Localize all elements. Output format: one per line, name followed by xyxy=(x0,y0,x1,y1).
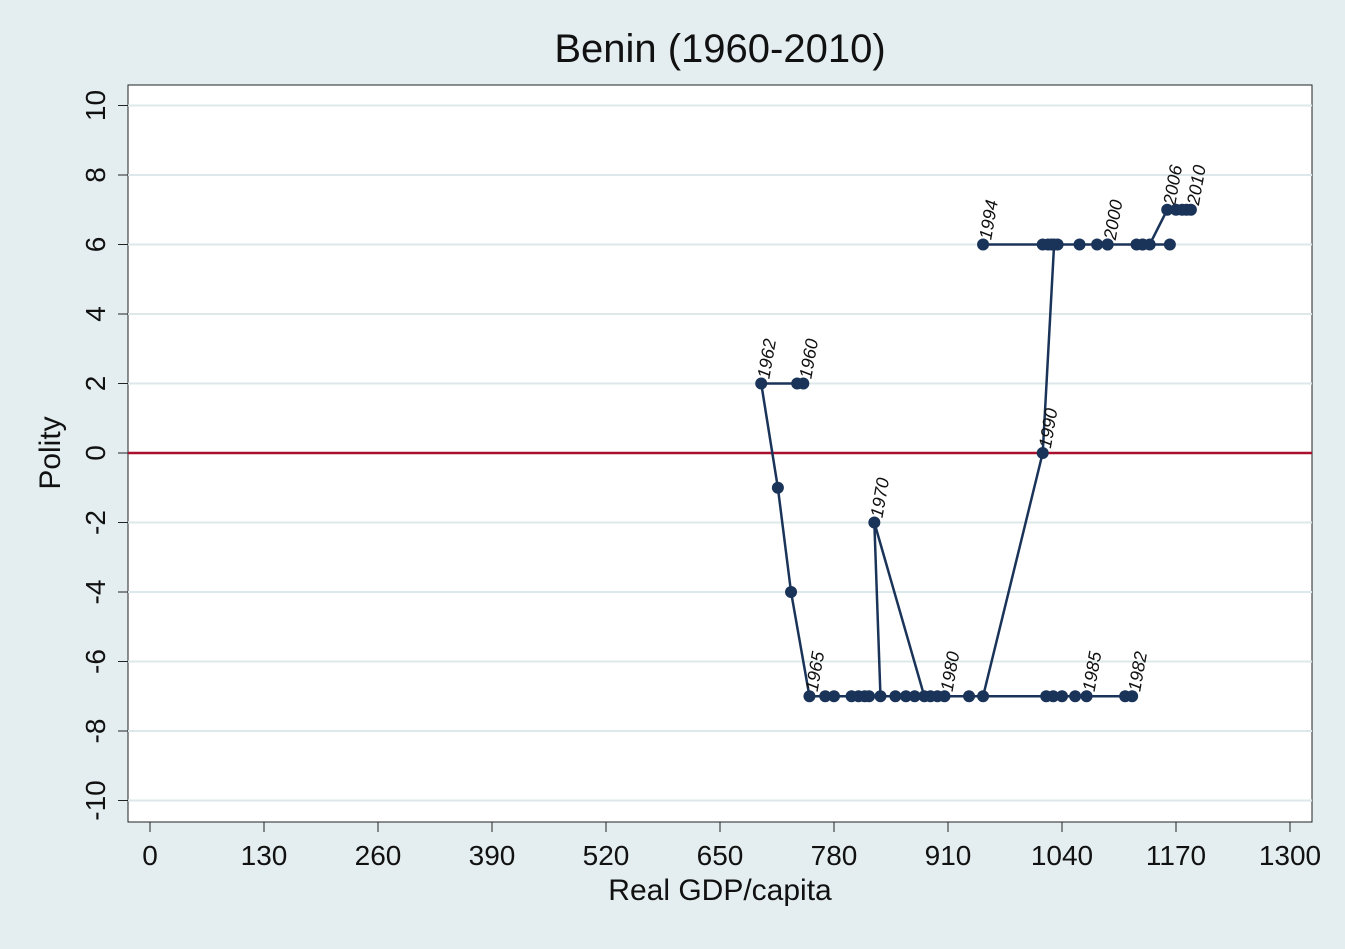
data-point-1965 xyxy=(803,690,816,703)
y-axis-label: Polity xyxy=(34,416,67,489)
data-point-1968 xyxy=(889,690,902,703)
data-point-1961 xyxy=(791,377,804,390)
x-tick-label: 520 xyxy=(583,840,630,871)
data-point-1993 xyxy=(1036,238,1049,251)
data-point-1984 xyxy=(1069,690,1082,703)
x-tick-label: 780 xyxy=(811,840,858,871)
data-point-1998 xyxy=(1091,238,1104,251)
data-point-2010 xyxy=(1184,203,1197,216)
y-tick-label: -4 xyxy=(80,580,111,605)
data-point-1962 xyxy=(755,377,768,390)
data-point-1970 xyxy=(868,516,881,529)
data-point-1976 xyxy=(828,690,840,703)
y-tick-label: 2 xyxy=(80,376,111,392)
data-point-1973 xyxy=(908,690,921,703)
y-tick-label: 4 xyxy=(80,306,111,322)
data-point-1990 xyxy=(1036,447,1049,459)
data-point-1975 xyxy=(845,690,858,703)
x-axis-label: Real GDP/capita xyxy=(608,874,832,907)
data-point-2000 xyxy=(1101,238,1114,251)
y-tick-label: 0 xyxy=(80,445,111,461)
y-tick-label: -10 xyxy=(80,780,111,820)
data-point-1983 xyxy=(1056,690,1068,703)
x-tick-label: 1300 xyxy=(1259,840,1321,871)
x-tick-label: 130 xyxy=(241,840,288,871)
data-point-1982 xyxy=(1126,690,1139,703)
x-tick-label: 0 xyxy=(142,840,158,871)
x-tick-label: 260 xyxy=(355,840,402,871)
data-point-1989 xyxy=(977,690,990,703)
data-point-1980 xyxy=(938,690,951,703)
data-point-1966 xyxy=(819,690,832,703)
data-point-1964 xyxy=(785,586,798,598)
data-point-1997 xyxy=(1073,238,1086,251)
data-point-1996 xyxy=(1051,238,1064,251)
data-point-1971 xyxy=(874,690,887,703)
x-tick-label: 910 xyxy=(925,840,972,871)
y-tick-label: -6 xyxy=(80,649,111,674)
x-tick-label: 650 xyxy=(697,840,744,871)
data-point-1987 xyxy=(1040,690,1053,703)
x-tick-label: 390 xyxy=(469,840,516,871)
data-point-2003 xyxy=(1163,238,1176,251)
y-tick-label: 6 xyxy=(80,237,111,253)
y-tick-label: 10 xyxy=(80,90,111,121)
chart-title: Benin (1960-2010) xyxy=(554,27,885,71)
data-point-1994 xyxy=(977,238,990,251)
data-point-1985 xyxy=(1080,690,1093,703)
data-point-2006 xyxy=(1161,203,1174,216)
x-tick-label: 1170 xyxy=(1146,840,1206,871)
data-point-1988 xyxy=(963,690,976,703)
y-tick-label: -2 xyxy=(80,510,111,535)
data-point-1972 xyxy=(899,690,912,703)
data-point-2005 xyxy=(1143,238,1156,251)
data-point-1963 xyxy=(771,481,784,494)
x-tick-label: 1040 xyxy=(1031,840,1093,871)
y-tick-label: -8 xyxy=(80,719,111,744)
y-tick-label: 8 xyxy=(80,167,111,183)
data-point-1977 xyxy=(863,690,876,703)
